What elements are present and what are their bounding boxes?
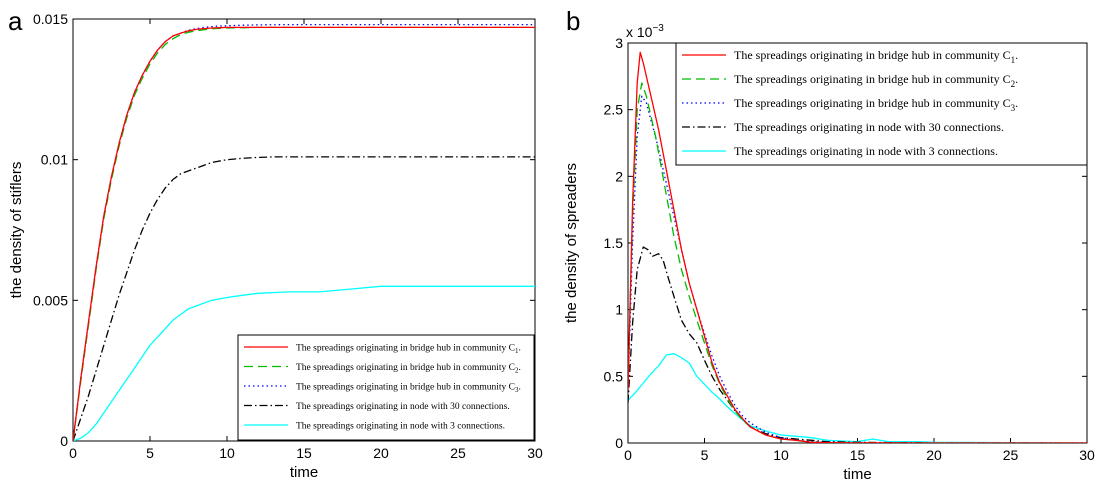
panel-letter: a [8, 6, 23, 36]
x-tick-label: 30 [1079, 447, 1095, 463]
y-exponent-base: x 10 [626, 24, 653, 40]
legend-label-text: The spreadings originating in node with … [296, 402, 510, 412]
x-tick-label: 15 [296, 445, 312, 461]
y-tick-label: 0 [615, 435, 623, 451]
legend-label-suffix: . [519, 363, 521, 373]
legend-label-suffix: . [1015, 48, 1018, 62]
x-tick-label: 5 [701, 447, 709, 463]
y-tick-label: 0.005 [33, 292, 68, 308]
y-tick-label: 3 [615, 35, 623, 51]
legend-label-4: The spreadings originating in node with … [296, 402, 510, 412]
x-tick-label: 0 [69, 445, 77, 461]
x-tick-label: 20 [926, 447, 942, 463]
legend-box [675, 42, 1088, 166]
legend-label-subscript: 2 [515, 367, 519, 375]
legend-label-text: The spreadings originating in node with … [734, 144, 998, 158]
legend-label-text: The spreadings originating in bridge hub… [296, 363, 515, 373]
legend-label-1: The spreadings originating in bridge hub… [734, 48, 1018, 65]
y-tick-label: 2.5 [604, 102, 624, 118]
y-exponent-label: x 10−3 [626, 23, 664, 40]
y-tick-label: 0 [60, 433, 68, 449]
x-tick-label: 10 [773, 447, 789, 463]
y-exponent-power: −3 [652, 23, 664, 34]
legend-label-text: The spreadings originating in bridge hub… [734, 96, 1011, 110]
legend-label-text: The spreadings originating in node with … [734, 120, 1004, 134]
legend-label-2: The spreadings originating in bridge hub… [296, 363, 521, 375]
legend-label-text: The spreadings originating in bridge hub… [734, 48, 1011, 62]
y-axis-title: the density of stiflers [8, 162, 25, 299]
legend-label-3: The spreadings originating in bridge hub… [296, 382, 521, 394]
legend-label-1: The spreadings originating in bridge hub… [296, 343, 521, 355]
y-tick-label: 0.5 [604, 368, 624, 384]
legend-label-subscript: 3 [515, 386, 519, 394]
legend-label-text: The spreadings originating in bridge hub… [296, 343, 515, 353]
legend-label-2: The spreadings originating in bridge hub… [734, 72, 1018, 89]
legend-label-suffix: . [1015, 96, 1018, 110]
series-line-4 [628, 246, 1087, 443]
legend-label-text: The spreadings originating in bridge hub… [296, 382, 515, 392]
series-line-1 [628, 51, 1087, 443]
x-tick-label: 25 [1003, 447, 1019, 463]
series-line-5 [628, 353, 1087, 443]
x-tick-label: 10 [219, 445, 235, 461]
legend-label-5: The spreadings originating in node with … [734, 144, 998, 158]
legend-label-suffix: . [519, 343, 521, 353]
series-line-1 [73, 26, 535, 441]
legend-label-subscript: 1 [515, 347, 519, 355]
y-tick-label: 0.015 [33, 11, 68, 27]
legend-label-suffix: . [519, 382, 521, 392]
y-tick-label: 1 [615, 302, 623, 318]
x-tick-label: 25 [450, 445, 466, 461]
x-tick-label: 0 [624, 447, 632, 463]
panel-a-chart: a 0 5 10 15 20 25 30 0 0.005 0.01 0.015 time the dens… [8, 6, 543, 481]
legend-label-subscript: 3 [1011, 103, 1016, 113]
legend-label-subscript: 1 [1011, 55, 1016, 65]
y-axis-title: the density of spreaders [563, 163, 580, 323]
legend-label-text: The spreadings originating in node with … [296, 421, 505, 431]
legend-label-suffix: . [1015, 72, 1018, 86]
x-tick-label: 15 [850, 447, 866, 463]
series-line-5 [73, 285, 535, 441]
x-tick-label: 5 [146, 445, 154, 461]
panel-letter: b [566, 6, 580, 36]
y-tick-label: 2 [615, 168, 623, 184]
series-line-4 [73, 156, 535, 441]
legend-label-subscript: 2 [1011, 79, 1016, 89]
legend-label-3: The spreadings originating in bridge hub… [734, 96, 1018, 113]
x-tick-label: 20 [373, 445, 389, 461]
legend-box [237, 334, 535, 441]
y-tick-label: 0.01 [41, 152, 68, 168]
x-tick-label: 30 [527, 445, 543, 461]
x-axis-title: time [843, 466, 871, 483]
legend-label-5: The spreadings originating in node with … [296, 421, 505, 431]
legend-label-text: The spreadings originating in bridge hub… [734, 72, 1011, 86]
x-axis-title: time [290, 464, 318, 481]
y-tick-label: 1.5 [604, 235, 624, 251]
legend-label-4: The spreadings originating in node with … [734, 120, 1004, 134]
